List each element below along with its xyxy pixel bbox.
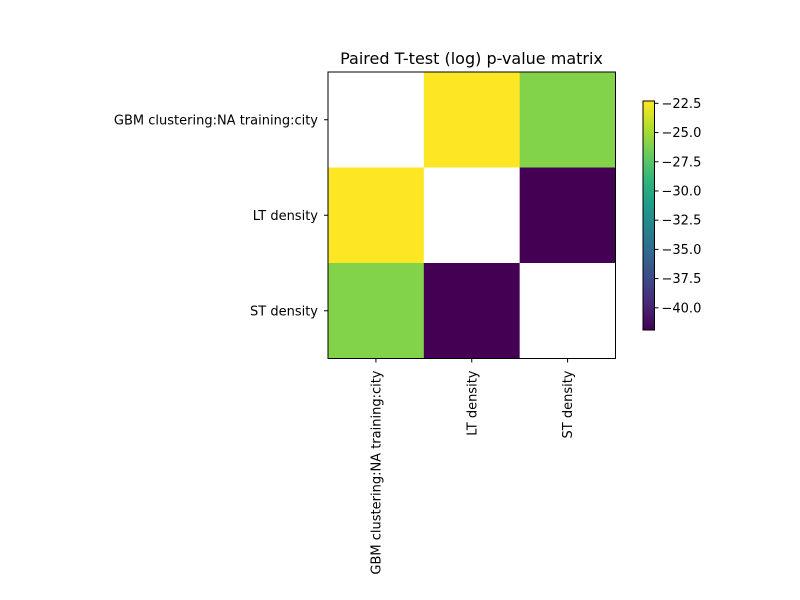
colorbar-ticks: −22.5 −25.0 −27.5 −30.0 −32.5 −35.0 −37.5 −40.0	[654, 97, 702, 316]
x-tick-label: LT density	[465, 370, 480, 435]
colorbar-tick-label: −32.5	[662, 214, 702, 229]
y-axis-ticks: GBM clustering:NA training:city LT densit…	[114, 113, 328, 319]
colorbar-tick-label: −30.0	[662, 184, 702, 199]
heatmap-cell-2-1	[423, 263, 521, 359]
x-tick-label: ST density	[561, 370, 576, 438]
heatmap-cell-2-0	[328, 263, 425, 359]
heatmap-cell-0-0	[328, 72, 425, 168]
y-tick-label: ST density	[250, 304, 318, 319]
colorbar-tick-label: −22.5	[662, 97, 702, 112]
heatmap-cell-1-1	[423, 167, 521, 264]
colorbar	[642, 100, 655, 331]
colorbar-tick-label: −25.0	[662, 126, 702, 141]
colorbar-tick-label: −37.5	[662, 272, 702, 287]
heatmap-cell-1-0	[328, 167, 425, 264]
colorbar-tick-label: −40.0	[662, 301, 702, 316]
heatmap-cell-0-1	[423, 72, 521, 168]
colorbar-tick-label: −35.0	[662, 243, 702, 258]
heatmap-cell-0-2	[519, 72, 616, 168]
y-tick-label: LT density	[253, 209, 318, 224]
chart-title: Paired T-test (log) p-value matrix	[340, 49, 603, 68]
x-tick-label: GBM clustering:NA training:city	[369, 370, 384, 574]
x-axis-ticks: GBM clustering:NA training:city LT densit…	[369, 358, 576, 575]
heatmap-cell-2-2	[519, 263, 616, 359]
colorbar-tick-label: −27.5	[662, 155, 702, 170]
y-tick-label: GBM clustering:NA training:city	[114, 113, 318, 128]
heatmap-cells	[328, 72, 616, 359]
heatmap-cell-1-2	[519, 167, 616, 264]
